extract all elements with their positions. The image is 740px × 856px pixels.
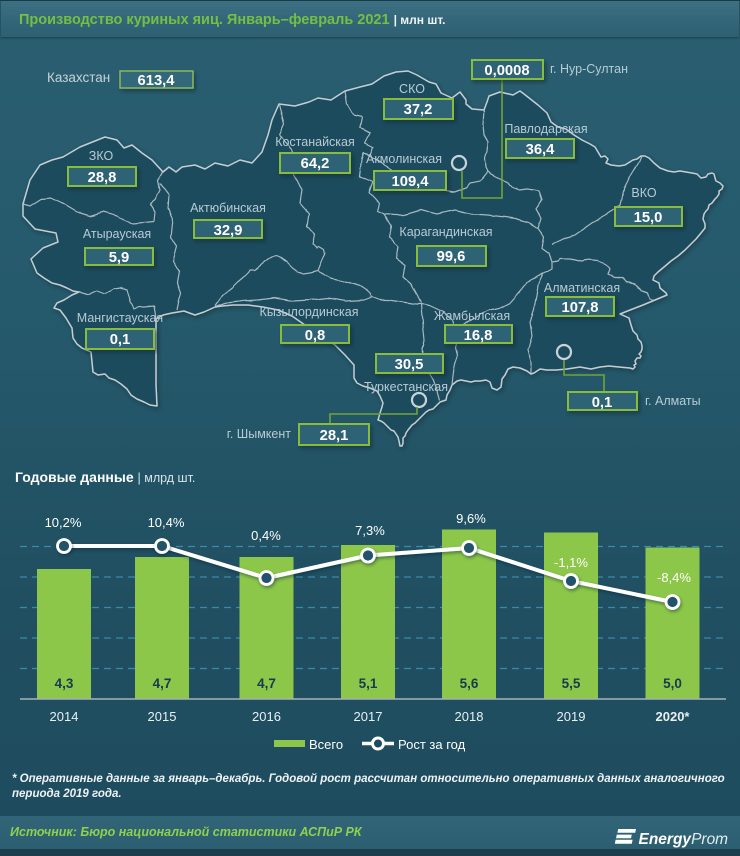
svg-text:0,0008: 0,0008 [484, 63, 529, 79]
svg-text:г. Алматы: г. Алматы [645, 394, 701, 408]
svg-text:28,1: 28,1 [320, 428, 349, 444]
svg-text:2017: 2017 [354, 709, 383, 724]
svg-text:Жамбылская: Жамбылская [434, 309, 510, 323]
svg-text:109,4: 109,4 [391, 174, 429, 190]
svg-text:СКО: СКО [399, 82, 425, 96]
svg-text:99,6: 99,6 [437, 249, 466, 265]
svg-text:30,5: 30,5 [395, 357, 424, 373]
svg-text:5,5: 5,5 [562, 676, 581, 691]
svg-text:Казахстан: Казахстан [47, 70, 110, 85]
svg-text:2015: 2015 [148, 709, 177, 724]
svg-text:4,7: 4,7 [153, 676, 172, 691]
svg-text:37,2: 37,2 [404, 102, 433, 118]
svg-text:2014: 2014 [50, 709, 79, 724]
svg-text:2019: 2019 [557, 709, 586, 724]
svg-text:5,1: 5,1 [359, 676, 378, 691]
svg-text:10,4%: 10,4% [148, 515, 185, 530]
svg-text:2018: 2018 [455, 709, 484, 724]
svg-text:5,9: 5,9 [109, 250, 130, 266]
svg-text:0,8: 0,8 [305, 328, 326, 344]
svg-text:Атырауская: Атырауская [83, 227, 151, 241]
svg-text:613,4: 613,4 [137, 73, 175, 89]
svg-text:-8,4%: -8,4% [657, 570, 691, 585]
svg-text:Мангистауская: Мангистауская [77, 311, 163, 325]
svg-text:Всего: Всего [309, 737, 343, 752]
svg-text:-1,1%: -1,1% [554, 555, 588, 570]
svg-text:107,8: 107,8 [561, 300, 598, 316]
svg-text:64,2: 64,2 [301, 156, 330, 172]
svg-text:Актюбинская: Актюбинская [190, 201, 266, 215]
svg-text:Рост за год: Рост за год [398, 737, 466, 752]
svg-text:4,7: 4,7 [257, 676, 276, 691]
svg-text:Павлодарская: Павлодарская [504, 122, 587, 136]
svg-text:0,1: 0,1 [592, 395, 613, 411]
svg-text:32,9: 32,9 [214, 223, 243, 239]
svg-text:2020*: 2020* [656, 709, 691, 724]
svg-text:4,3: 4,3 [55, 676, 74, 691]
svg-text:5,0: 5,0 [663, 676, 682, 691]
svg-text:Акмолинская: Акмолинская [366, 152, 442, 166]
svg-text:28,8: 28,8 [88, 170, 117, 186]
svg-text:5,6: 5,6 [460, 676, 479, 691]
svg-text:ВКО: ВКО [631, 186, 656, 200]
svg-text:EnergyProm: EnergyProm [639, 831, 729, 848]
svg-text:г. Шымкент: г. Шымкент [227, 427, 291, 441]
svg-text:Карагандинская: Карагандинская [399, 225, 492, 239]
svg-text:Алматинская: Алматинская [544, 281, 620, 295]
svg-text:9,6%: 9,6% [456, 511, 486, 526]
svg-text:15,0: 15,0 [634, 210, 663, 226]
svg-text:0,1: 0,1 [110, 332, 131, 348]
svg-text:ЗКО: ЗКО [89, 149, 114, 163]
svg-text:Костанайская: Костанайская [275, 135, 355, 149]
svg-text:0,4%: 0,4% [251, 528, 281, 543]
svg-text:2016: 2016 [252, 709, 281, 724]
svg-text:Кызылординская: Кызылординская [260, 305, 359, 319]
svg-text:г. Нур-Султан: г. Нур-Султан [550, 62, 628, 76]
svg-text:Туркестанская: Туркестанская [364, 380, 448, 394]
svg-text:36,4: 36,4 [526, 142, 556, 158]
svg-text:10,2%: 10,2% [45, 515, 82, 530]
svg-text:16,8: 16,8 [464, 328, 493, 344]
svg-text:7,3%: 7,3% [355, 523, 385, 538]
